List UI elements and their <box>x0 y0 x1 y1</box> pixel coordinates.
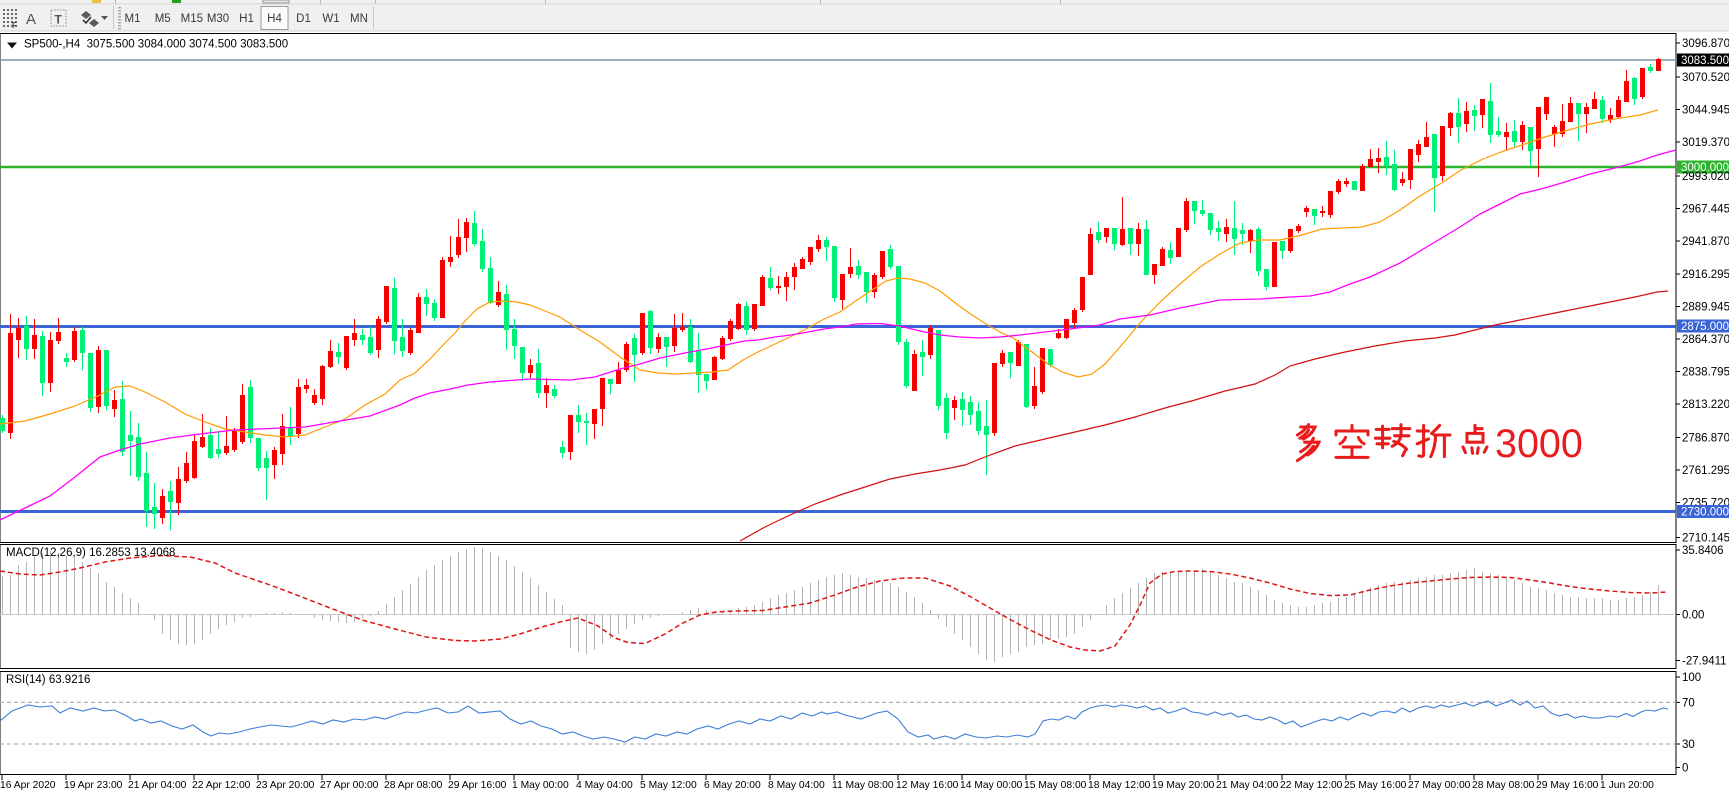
svg-text:3096.870: 3096.870 <box>1682 38 1729 50</box>
svg-text:2916.295: 2916.295 <box>1682 269 1729 281</box>
svg-text:16 Apr 2020: 16 Apr 2020 <box>0 780 56 791</box>
svg-text:2838.795: 2838.795 <box>1682 367 1729 379</box>
svg-text:22 May 12:00: 22 May 12:00 <box>1280 780 1343 791</box>
svg-text:1 Jun 20:00: 1 Jun 20:00 <box>1600 780 1654 791</box>
svg-text:4 May 04:00: 4 May 04:00 <box>576 780 633 791</box>
svg-text:5 May 12:00: 5 May 12:00 <box>640 780 697 791</box>
svg-text:27 May 00:00: 27 May 00:00 <box>1408 780 1471 791</box>
svg-text:70: 70 <box>1682 697 1695 709</box>
svg-text:0: 0 <box>1682 763 1688 775</box>
svg-text:3000.000: 3000.000 <box>1681 162 1729 174</box>
svg-text:RSI(14) 63.9216: RSI(14) 63.9216 <box>6 674 90 686</box>
svg-text:15 May 08:00: 15 May 08:00 <box>1024 780 1087 791</box>
svg-text:H4: H4 <box>267 13 282 25</box>
svg-text:MN: MN <box>350 13 368 25</box>
svg-text:6 May 20:00: 6 May 20:00 <box>704 780 761 791</box>
svg-text:W1: W1 <box>322 13 339 25</box>
svg-text:19 Apr 23:00: 19 Apr 23:00 <box>64 780 123 791</box>
svg-text:3000: 3000 <box>1495 422 1583 466</box>
svg-text:2889.945: 2889.945 <box>1682 302 1729 314</box>
svg-text:28 Apr 08:00: 28 Apr 08:00 <box>384 780 443 791</box>
svg-text:25 May 16:00: 25 May 16:00 <box>1344 780 1407 791</box>
svg-text:11 May 08:00: 11 May 08:00 <box>832 780 894 791</box>
svg-text:35.8406: 35.8406 <box>1682 545 1724 557</box>
svg-text:T: T <box>55 13 63 27</box>
svg-text:H1: H1 <box>239 13 254 25</box>
svg-text:30: 30 <box>1682 739 1695 751</box>
svg-text:2993.020: 2993.020 <box>1682 171 1729 183</box>
svg-text:18 May 12:00: 18 May 12:00 <box>1088 780 1151 791</box>
svg-text:3019.370: 3019.370 <box>1682 137 1729 149</box>
svg-text:2761.295: 2761.295 <box>1682 465 1729 477</box>
svg-text:23 Apr 20:00: 23 Apr 20:00 <box>256 780 315 791</box>
svg-text:2967.445: 2967.445 <box>1682 204 1729 216</box>
svg-text:-27.9411: -27.9411 <box>1682 656 1727 668</box>
svg-text:D1: D1 <box>296 13 311 25</box>
svg-text:2786.870: 2786.870 <box>1682 433 1729 445</box>
svg-text:8 May 04:00: 8 May 04:00 <box>768 780 825 791</box>
svg-text:SP500-,H4 3075.500 3084.000 3: SP500-,H4 3075.500 3084.000 3074.500 308… <box>24 39 288 51</box>
svg-text:MACD(12,26,9) 16.2853 13.4068: MACD(12,26,9) 16.2853 13.4068 <box>6 547 175 559</box>
svg-text:2875.000: 2875.000 <box>1681 321 1729 333</box>
svg-text:100: 100 <box>1682 672 1701 684</box>
svg-text:M5: M5 <box>155 13 171 25</box>
svg-text:14 May 00:00: 14 May 00:00 <box>960 780 1023 791</box>
svg-text:28 May 08:00: 28 May 08:00 <box>1472 780 1535 791</box>
svg-text:27 Apr 00:00: 27 Apr 00:00 <box>320 780 379 791</box>
svg-text:M30: M30 <box>207 13 229 25</box>
svg-text:A: A <box>26 11 36 28</box>
svg-text:2710.145: 2710.145 <box>1682 533 1729 545</box>
svg-text:21 May 04:00: 21 May 04:00 <box>1216 780 1279 791</box>
svg-text:2941.870: 2941.870 <box>1682 236 1729 248</box>
svg-text:3070.520: 3070.520 <box>1682 72 1729 84</box>
svg-text:2813.220: 2813.220 <box>1682 399 1729 411</box>
svg-text:22 Apr 12:00: 22 Apr 12:00 <box>192 780 251 791</box>
svg-text:29 May 16:00: 29 May 16:00 <box>1536 780 1599 791</box>
svg-text:2864.370: 2864.370 <box>1682 334 1729 346</box>
svg-text:12 May 16:00: 12 May 16:00 <box>896 780 959 791</box>
svg-text:2730.000: 2730.000 <box>1681 507 1729 519</box>
svg-text:F: F <box>12 21 17 30</box>
svg-text:1 May 00:00: 1 May 00:00 <box>512 780 569 791</box>
svg-text:29 Apr 16:00: 29 Apr 16:00 <box>448 780 507 791</box>
svg-text:19 May 20:00: 19 May 20:00 <box>1152 780 1215 791</box>
svg-text:M15: M15 <box>181 13 203 25</box>
svg-text:21 Apr 04:00: 21 Apr 04:00 <box>128 780 187 791</box>
svg-text:3044.945: 3044.945 <box>1682 105 1729 117</box>
svg-text:M1: M1 <box>125 13 141 25</box>
svg-text:3083.500: 3083.500 <box>1681 55 1729 67</box>
svg-text:0.00: 0.00 <box>1682 610 1704 622</box>
